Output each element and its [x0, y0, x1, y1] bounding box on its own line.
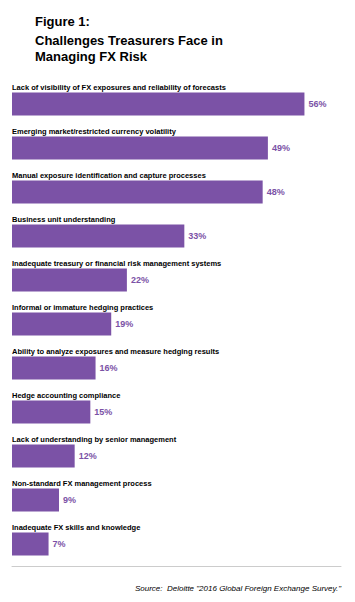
- svg-text:48%: 48%: [267, 187, 285, 197]
- svg-text:Lack of visibility of FX expos: Lack of visibility of FX exposures and r…: [12, 83, 226, 92]
- svg-text:7%: 7%: [53, 539, 66, 549]
- svg-text:49%: 49%: [272, 143, 290, 153]
- svg-text:Inadequate FX skills and knowl: Inadequate FX skills and knowledge: [12, 523, 140, 532]
- svg-text:Hedge accounting compliance: Hedge accounting compliance: [12, 391, 120, 400]
- svg-text:Manual exposure identification: Manual exposure identification and captu…: [12, 171, 206, 180]
- svg-text:19%: 19%: [115, 319, 133, 329]
- svg-text:Figure 1:: Figure 1:: [35, 14, 90, 29]
- svg-text:16%: 16%: [100, 363, 118, 373]
- svg-text:Lack of understanding by senio: Lack of understanding by senior manageme…: [12, 435, 177, 444]
- svg-text:Informal or immature hedging p: Informal or immature hedging practices: [12, 303, 153, 312]
- svg-text:22%: 22%: [131, 275, 149, 285]
- svg-text:Challenges Treasurers Face in: Challenges Treasurers Face in: [35, 33, 223, 48]
- svg-text:Non-standard FX management pro: Non-standard FX management process: [12, 479, 152, 488]
- svg-text:12%: 12%: [79, 451, 97, 461]
- svg-text:Managing FX Risk: Managing FX Risk: [35, 49, 148, 64]
- svg-text:Business unit understanding: Business unit understanding: [12, 215, 116, 224]
- svg-text:Source: Deloitte "2016 Global: Source: Deloitte "2016 Global Foreign Ex…: [135, 584, 342, 593]
- svg-text:33%: 33%: [188, 231, 206, 241]
- svg-text:Inadequate treasury or financi: Inadequate treasury or financial risk ma…: [12, 259, 221, 268]
- svg-text:Ability to analyze exposures a: Ability to analyze exposures and measure…: [12, 347, 219, 356]
- svg-text:9%: 9%: [63, 495, 76, 505]
- svg-text:Emerging market/restricted cur: Emerging market/restricted currency vola…: [12, 127, 177, 136]
- svg-text:56%: 56%: [308, 99, 326, 109]
- svg-text:15%: 15%: [94, 407, 112, 417]
